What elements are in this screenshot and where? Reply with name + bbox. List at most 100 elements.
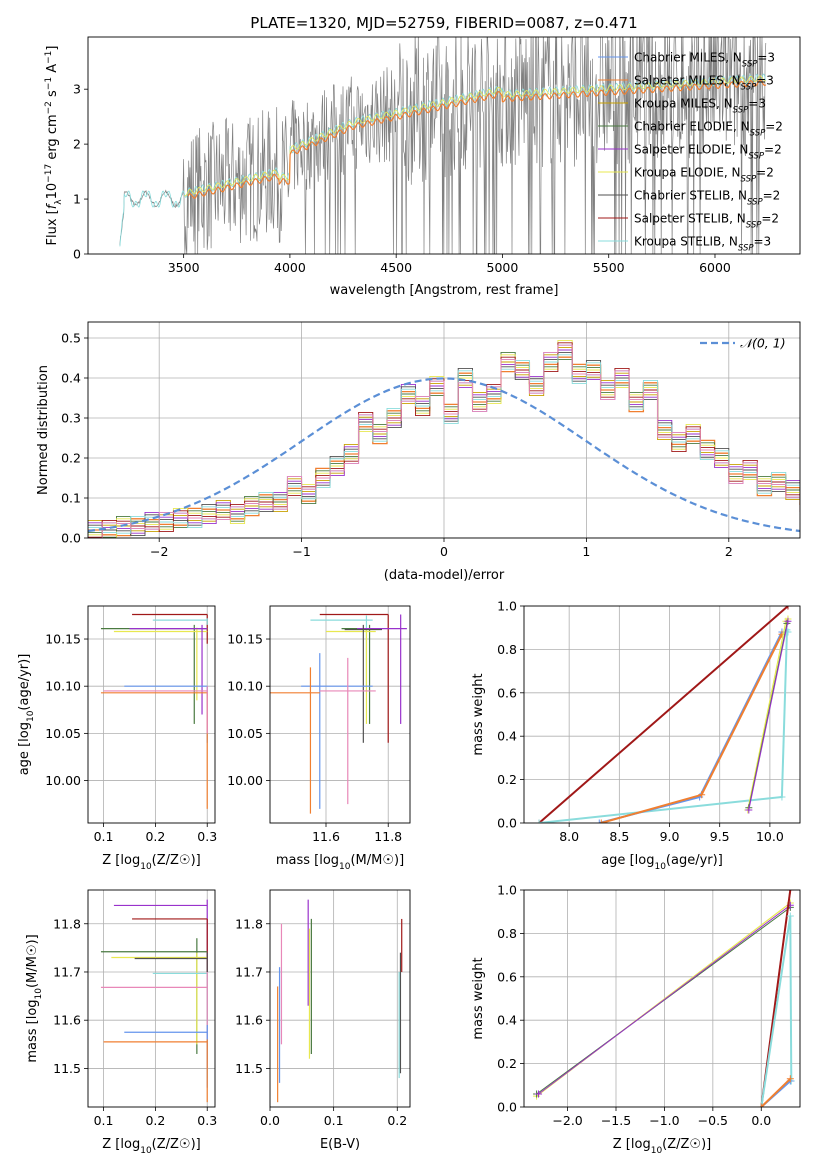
- y-tick-label: 0.0: [497, 1100, 517, 1115]
- errorbar-kroupa_elodie: [111, 952, 208, 1045]
- x-tick-label: 0.2: [145, 1113, 165, 1128]
- axes-frame: [269, 605, 411, 824]
- series-line: [748, 621, 789, 811]
- normal-curve: [88, 377, 800, 533]
- data-point-marker: [784, 617, 792, 625]
- series-salpeter_miles: [597, 630, 786, 823]
- y-tick-label: 0.8: [497, 642, 517, 657]
- legend-label: Kroupa ELODIE, NSSP=2: [634, 166, 774, 185]
- x-tick-label: 0: [440, 544, 448, 559]
- y-axis-label: Flux [fλ10−17 erg cm−2 s−1 A−1]: [44, 46, 64, 246]
- x-tick-label: −2: [150, 544, 168, 559]
- axis-label: Z [log10(Z/Z☉)]: [613, 1137, 711, 1156]
- y-tick-label: 10.00: [45, 773, 81, 788]
- series-line: [538, 606, 789, 823]
- x-tick-label: −2.0: [552, 1113, 582, 1128]
- y-tick-label: 0.2: [497, 772, 517, 787]
- errorbar-salpeter_stelib: [319, 613, 389, 743]
- y-tick-label: 2: [73, 137, 81, 152]
- series-salpeter_elodie: [745, 617, 792, 814]
- spectrum-model-line-kroupa-elodie: [184, 75, 767, 197]
- histogram-series-kroupa_elodie: [88, 339, 800, 538]
- x-tick-label: 0.1: [94, 1113, 114, 1128]
- axis-label: E(B-V): [320, 1137, 360, 1152]
- y-axis-label: Normed distribution: [36, 365, 51, 495]
- plot-area-age_vs_Z: [88, 606, 215, 823]
- data-point-marker: [745, 806, 753, 814]
- x-tick-label: 0.2: [387, 1113, 407, 1128]
- y-tick-label: 10.05: [45, 726, 81, 741]
- data-point-marker: [786, 890, 794, 894]
- y-tick-label: 10.15: [227, 632, 263, 647]
- y-tick-label: 0.0: [497, 816, 517, 831]
- figure-title: PLATE=1320, MJD=52759, FIBERID=0087, z=0…: [250, 14, 637, 32]
- histogram-series-pink: [88, 344, 800, 538]
- x-tick-label: 1: [582, 544, 590, 559]
- series-chabrier_miles: [595, 628, 786, 823]
- plot-area-spectrum: [119, 37, 767, 254]
- y-tick-label: 0.8: [497, 926, 517, 941]
- legend-label: Kroupa MILES, NSSP=3: [634, 97, 766, 116]
- x-tick-label: −1.5: [601, 1113, 631, 1128]
- x-tick-label: 0.1: [94, 829, 114, 844]
- legend-label: Chabrier MILES, NSSP=3: [634, 51, 775, 70]
- series-salpeter_stelib: [757, 890, 794, 1107]
- y-tick-label: 0.4: [497, 729, 517, 744]
- plot-area-mass_vs_Z: [88, 890, 215, 1107]
- x-tick-label: 0.3: [197, 1113, 217, 1128]
- data-point-marker: [784, 606, 792, 610]
- series-line: [538, 904, 791, 1095]
- y-tick-label: 0.3: [61, 411, 81, 426]
- errorbar-kroupa_stelib: [152, 618, 208, 625]
- y-tick-label: 11.6: [235, 1013, 263, 1028]
- data-point-marker: [786, 1075, 794, 1083]
- y-tick-label: 10.15: [45, 632, 81, 647]
- errorbar-chabrier_miles: [301, 653, 373, 809]
- x-tick-label: 0.0: [260, 1113, 280, 1128]
- y-tick-label: 0.6: [497, 969, 517, 984]
- series-line: [601, 633, 783, 823]
- x-tick-label: 9.0: [660, 829, 680, 844]
- legend-label: Salpeter STELIB, NSSP=2: [634, 212, 779, 231]
- axis-label: Z [log10(Z/Z☉)]: [102, 853, 200, 872]
- axes-age_vs_Z: 0.1 0.2 0.3 10.00 10.05 10.10 10.15 age [log10(…: [17, 605, 217, 872]
- plot-area-age_vs_mass: [270, 606, 410, 823]
- axes-weight_vs_Z: −2.0 −1.5 −1.0 −0.5 0.0 0.0 0.2 0.4 0.6 0.8 1.0 mas…: [471, 883, 801, 1156]
- series-salpeter_stelib: [535, 606, 792, 823]
- errorbar-kroupa_elodie: [326, 629, 376, 724]
- data-point-marker: [698, 791, 706, 799]
- errorbar-salpeter_stelib: [132, 918, 208, 972]
- plot-area-weight_vs_age: [524, 606, 800, 823]
- series-salpeter_miles: [757, 1075, 794, 1107]
- y-tick-label: 0.6: [497, 685, 517, 700]
- plot-area-residuals: [88, 322, 800, 538]
- errorbar-salpeter_elodie: [357, 614, 407, 724]
- x-tick-label: −0.5: [698, 1113, 728, 1128]
- legend-label: Chabrier ELODIE, NSSP=2: [634, 120, 783, 139]
- x-tick-label: 9.5: [710, 829, 730, 844]
- y-tick-label: 0: [73, 247, 81, 262]
- x-tick-label: 2: [725, 544, 733, 559]
- legend-label: Kroupa STELIB, NSSP=3: [634, 235, 771, 254]
- axes-frame: [87, 36, 801, 255]
- series-line: [760, 1078, 791, 1107]
- histogram-series-salpeter_stelib: [88, 342, 800, 538]
- x-axis-label: wavelength [Angstrom, rest frame]: [330, 283, 559, 298]
- series-line: [760, 915, 793, 1107]
- x-tick-label: 4500: [380, 260, 412, 275]
- y-tick-label: 11.8: [53, 916, 81, 931]
- axes-frame: [269, 889, 411, 1108]
- legend-label: Salpeter ELODIE, NSSP=2: [634, 143, 782, 162]
- errorbar-pink: [319, 657, 376, 805]
- axes-frame: [523, 889, 801, 1108]
- y-tick-label: 3: [73, 82, 81, 97]
- axis-label: age [log10(age/yr)]: [17, 654, 36, 776]
- axes-frame: [87, 889, 216, 1108]
- axes-spectrum: 3500 4000 4500 5000 5500 6000 0 1 2 3 Flux [fλ10−1…: [44, 36, 801, 298]
- axes-weight_vs_age: 8.0 8.5 9.0 9.5 10.0 0.0 0.2 0.4 0.6 0.8 1.0 mass w…: [471, 599, 801, 872]
- x-tick-label: 4000: [274, 260, 306, 275]
- data-point-marker: [535, 1090, 543, 1098]
- y-tick-label: 1: [73, 192, 81, 207]
- histogram-series-kroupa_miles: [88, 347, 800, 533]
- spectrum-model-line-kroupa-stelib: [119, 73, 767, 247]
